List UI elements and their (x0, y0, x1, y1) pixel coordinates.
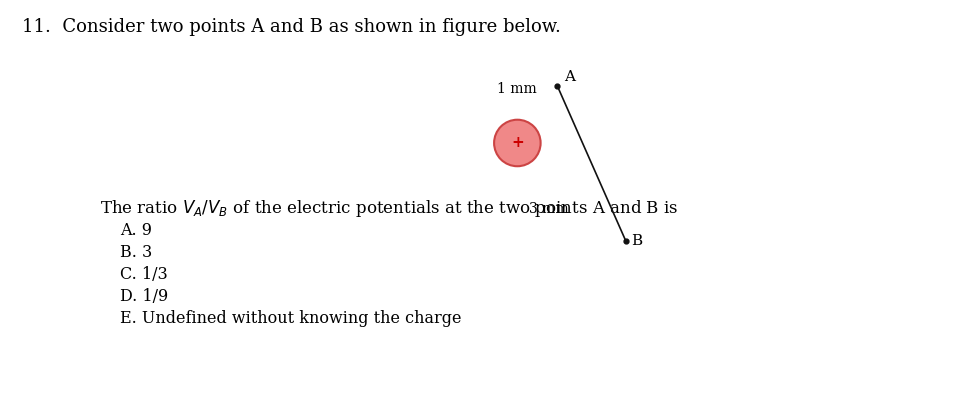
Text: B. 3: B. 3 (120, 244, 152, 261)
Text: 3 mm: 3 mm (528, 202, 568, 217)
Text: D. 1/9: D. 1/9 (120, 288, 168, 305)
Text: The ratio $V_A/V_B$ of the electric potentials at the two points A and B is: The ratio $V_A/V_B$ of the electric pote… (100, 198, 677, 219)
Text: 11.  Consider two points A and B as shown in figure below.: 11. Consider two points A and B as shown… (22, 18, 560, 36)
Text: A: A (563, 70, 575, 84)
Text: B: B (631, 234, 642, 248)
Text: C. 1/3: C. 1/3 (120, 266, 168, 283)
Circle shape (493, 120, 540, 166)
Text: A. 9: A. 9 (120, 222, 152, 239)
Text: E. Undefined without knowing the charge: E. Undefined without knowing the charge (120, 310, 461, 327)
Text: +: + (511, 135, 523, 150)
Text: 1 mm: 1 mm (496, 82, 536, 97)
